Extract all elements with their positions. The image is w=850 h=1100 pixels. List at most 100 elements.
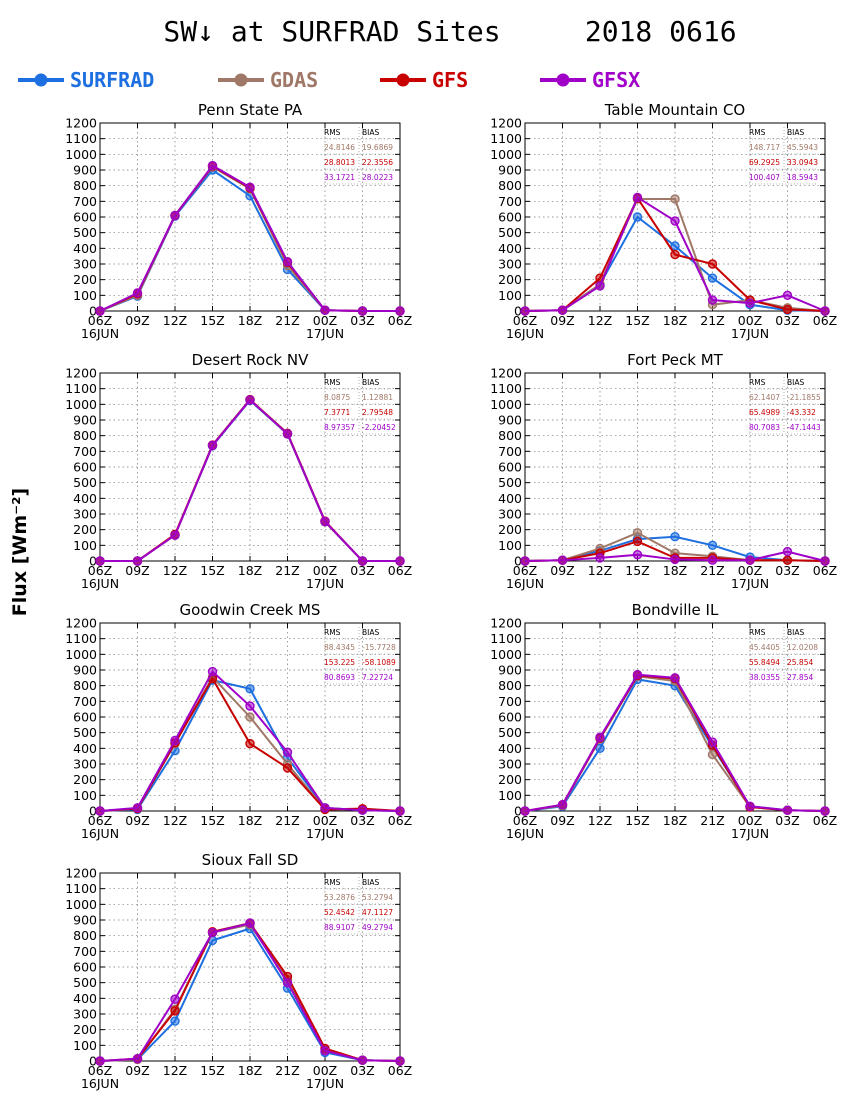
data-point <box>357 306 368 316</box>
data-point <box>95 806 105 816</box>
x-tick-label: 03Z <box>775 313 799 328</box>
stats-rms-gdas: 62.1407 <box>749 393 780 402</box>
stats-bias-gfs: 22.3556 <box>362 158 393 167</box>
y-tick-label: 100 <box>498 788 522 803</box>
data-point <box>320 516 330 527</box>
data-point <box>170 1016 180 1026</box>
data-point <box>245 395 255 405</box>
x-tick-label: 00Z <box>313 313 337 328</box>
data-point <box>282 429 293 439</box>
series-gfsx <box>95 666 405 816</box>
legend-entry-gfsx: GFSX <box>540 68 640 92</box>
y-tick-label: 800 <box>73 678 97 693</box>
x-tick-label: 03Z <box>775 813 799 828</box>
data-point <box>745 555 755 565</box>
stats-bias-gdas: 1.12881 <box>362 393 393 402</box>
legend-marker <box>34 73 48 87</box>
y-tick-label: 1200 <box>490 616 522 631</box>
x-date-label: 16JUN <box>506 326 544 341</box>
y-tick-label: 200 <box>498 772 522 787</box>
figure-title: SW↓ at SURFRAD Sites 2018 0616 <box>163 15 736 48</box>
y-tick-label: 100 <box>73 538 97 553</box>
x-date-label: 17JUN <box>306 576 344 591</box>
data-point <box>395 306 405 316</box>
y-tick-label: 900 <box>73 163 97 178</box>
x-tick-label: 06Z <box>388 813 412 828</box>
x-date-label: 16JUN <box>506 576 544 591</box>
y-tick-label: 700 <box>498 694 522 709</box>
x-tick-label: 06Z <box>813 813 837 828</box>
x-tick-label: 21Z <box>275 813 299 828</box>
stats-bias-gfs: 33.0943 <box>787 158 818 167</box>
stats-bias-gfsx: 27.854 <box>787 673 813 682</box>
series-gfsx <box>520 546 830 566</box>
stats-header-rms: RMS <box>324 628 341 637</box>
x-date-label: 16JUN <box>81 1076 119 1091</box>
data-point <box>95 306 105 316</box>
x-tick-label: 06Z <box>388 1063 412 1078</box>
stats-rms-gdas: 45.4405 <box>749 643 780 652</box>
y-tick-label: 500 <box>73 725 97 740</box>
stats-bias-gfsx: -47.1443 <box>787 423 821 432</box>
stats-bias-gfs: 25.854 <box>787 658 813 667</box>
y-tick-label: 300 <box>498 257 522 272</box>
data-point <box>670 532 680 542</box>
x-tick-label: 12Z <box>588 813 612 828</box>
x-date-label: 17JUN <box>306 1076 344 1091</box>
stats-bias-gfs: -58.1089 <box>362 658 396 667</box>
data-point <box>782 304 793 315</box>
x-tick-label: 09Z <box>550 313 574 328</box>
stats-table: RMS BIAS 88.4345 -15.7728 153.225 -58.1089 80.… <box>324 627 396 685</box>
stats-header-bias: BIAS <box>362 128 379 137</box>
series-gdas <box>520 671 830 816</box>
y-tick-label: 400 <box>73 491 97 506</box>
panel-title: Sioux Fall SD <box>202 851 299 869</box>
x-tick-label: 15Z <box>625 563 649 578</box>
data-point <box>782 546 793 557</box>
data-point <box>245 918 255 928</box>
x-date-label: 16JUN <box>506 826 544 841</box>
data-point <box>207 927 218 938</box>
stats-bias-gdas: 45.5943 <box>787 143 818 152</box>
y-tick-label: 700 <box>498 444 522 459</box>
panel-title: Penn State PA <box>198 101 303 119</box>
data-point <box>670 554 680 565</box>
x-tick-label: 18Z <box>238 313 262 328</box>
stats-rms-gfs: 69.2925 <box>749 158 780 167</box>
y-tick-label: 800 <box>498 678 522 693</box>
x-tick-label: 15Z <box>200 563 224 578</box>
y-tick-label: 1100 <box>490 131 522 146</box>
stats-table: RMS BIAS 62.1407 -21.1855 65.4989 -43.332 80.7… <box>749 377 821 435</box>
data-point <box>820 556 830 566</box>
y-tick-label: 800 <box>498 178 522 193</box>
stats-table: RMS BIAS 53.2876 53.2794 52.4542 47.1127 88.91… <box>324 877 393 935</box>
data-point <box>520 306 530 316</box>
y-tick-label: 1100 <box>65 381 97 396</box>
data-point <box>170 735 180 746</box>
stats-rms-gfs: 52.4542 <box>324 908 355 917</box>
legend-marker <box>556 73 570 87</box>
x-tick-label: 18Z <box>238 563 262 578</box>
stats-rms-gfs: 65.4989 <box>749 408 780 417</box>
y-tick-label: 600 <box>73 960 97 975</box>
x-tick-label: 12Z <box>588 313 612 328</box>
data-point <box>170 1006 180 1016</box>
panel-table-mountain-co: Table Mountain CO 01002003004005006007008… <box>490 101 837 341</box>
data-point <box>670 216 680 226</box>
x-tick-label: 03Z <box>350 313 374 328</box>
data-point <box>557 800 568 810</box>
stats-header-rms: RMS <box>749 128 766 137</box>
data-point <box>132 288 143 298</box>
y-tick-label: 200 <box>73 272 97 287</box>
data-point <box>745 801 755 811</box>
data-point <box>632 536 643 547</box>
y-tick-label: 1000 <box>490 397 522 412</box>
y-tick-label: 100 <box>498 288 522 303</box>
data-point <box>707 555 718 565</box>
data-point <box>707 749 718 760</box>
panel-bondville-il: Bondville IL 0100200300400500600700800900… <box>490 601 837 841</box>
data-point <box>357 1055 368 1065</box>
x-tick-label: 21Z <box>700 313 724 328</box>
data-point <box>95 556 105 566</box>
y-tick-label: 1000 <box>65 397 97 412</box>
